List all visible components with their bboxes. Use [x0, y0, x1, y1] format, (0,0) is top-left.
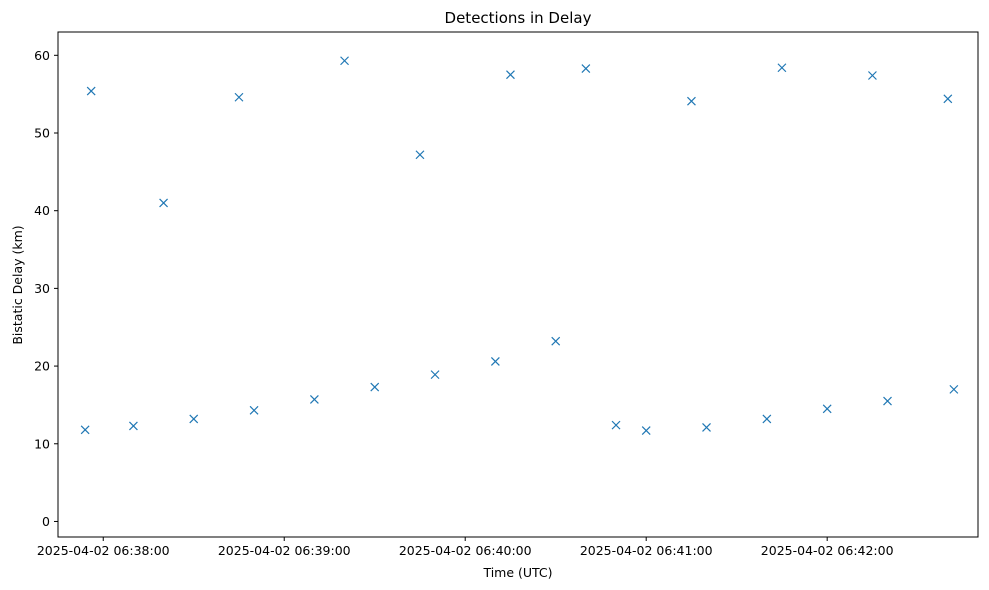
data-point	[581, 64, 591, 73]
x-axis-label: Time (UTC)	[482, 565, 552, 580]
plot-area	[57, 31, 979, 538]
data-point	[641, 426, 651, 435]
data-point	[762, 414, 772, 424]
data-point	[234, 92, 244, 102]
x-tick-label-2: 2025-04-02 06:40:00	[399, 543, 532, 558]
x-tick-label-4: 2025-04-02 06:42:00	[761, 543, 894, 558]
data-point	[128, 421, 138, 431]
data-point	[430, 370, 440, 380]
data-point	[822, 404, 832, 414]
data-point	[949, 384, 959, 394]
x-axis: 2025-04-02 06:38:00 2025-04-02 06:39:00 20…	[37, 537, 894, 558]
data-point	[777, 63, 787, 73]
y-tick-label-5: 50	[34, 126, 50, 141]
data-points	[80, 56, 959, 435]
data-point	[309, 395, 319, 404]
data-point	[159, 198, 168, 208]
y-tick-label-0: 0	[42, 514, 50, 529]
y-tick-label-6: 60	[34, 48, 50, 63]
data-point	[506, 70, 515, 80]
y-tick-label-1: 10	[34, 436, 50, 451]
x-tick-label-0: 2025-04-02 06:38:00	[37, 543, 170, 558]
y-tick-label-3: 30	[34, 281, 50, 296]
data-point	[702, 423, 711, 432]
data-point	[490, 356, 500, 366]
y-tick-label-4: 40	[34, 203, 50, 218]
data-point	[883, 396, 892, 406]
data-point	[189, 414, 199, 424]
data-point	[687, 96, 696, 106]
x-tick-label-1: 2025-04-02 06:39:00	[218, 543, 351, 558]
data-point	[80, 425, 90, 435]
data-point	[370, 382, 380, 392]
chart-title: Detections in Delay	[445, 9, 592, 27]
data-point	[340, 56, 349, 66]
data-point	[86, 86, 96, 96]
y-tick-label-2: 20	[34, 359, 50, 374]
data-point	[249, 405, 259, 415]
y-axis: 0 10 20 30 40 50 60	[34, 48, 58, 529]
x-tick-label-3: 2025-04-02 06:41:00	[580, 543, 713, 558]
data-point	[551, 336, 561, 346]
data-point	[868, 71, 877, 80]
data-point	[943, 94, 953, 104]
y-axis-label: Bistatic Delay (km)	[10, 225, 25, 344]
data-point	[415, 150, 425, 160]
data-point	[611, 420, 621, 430]
